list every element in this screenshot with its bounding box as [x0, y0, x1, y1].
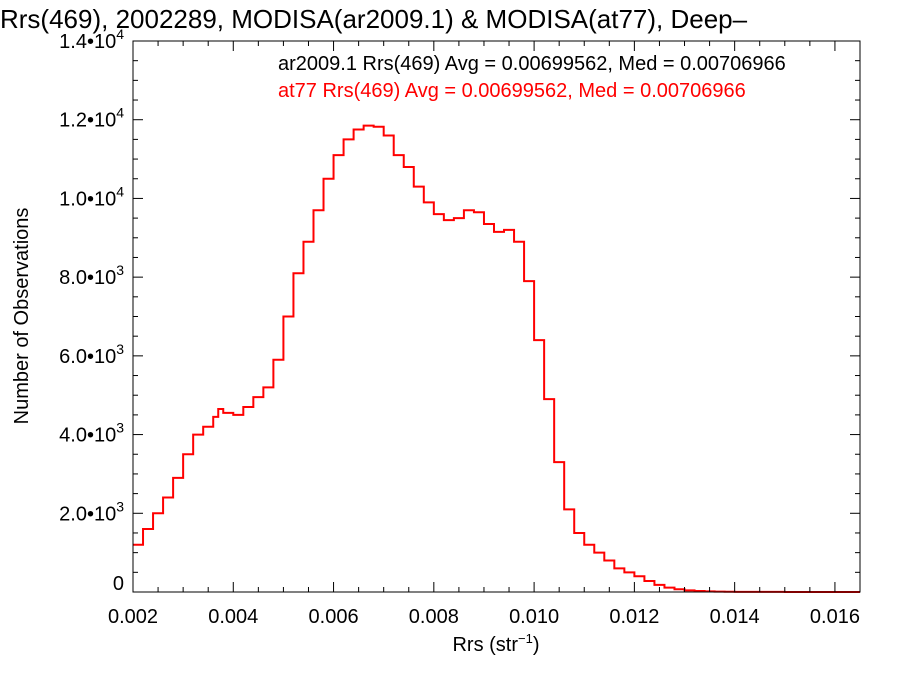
x-tick-label: 0.014 [710, 606, 760, 628]
series-line-at77 [133, 124, 860, 593]
y-tick-label: 2.0•103 [59, 498, 124, 525]
chart-title: Rrs(469), 2002289, MODISA(ar2009.1) & MO… [0, 4, 748, 34]
axis-ticks [132, 40, 860, 593]
plot-frame [132, 40, 861, 593]
x-tick-label: 0.004 [208, 606, 258, 628]
y-tick-label: 1.4•104 [59, 26, 124, 53]
y-tick-label: 6.0•103 [59, 341, 124, 368]
x-tick-label: 0.016 [810, 606, 860, 628]
x-tick-label: 0.008 [409, 606, 459, 628]
y-tick-label: 1.0•104 [59, 183, 124, 210]
annotation-at77: at77 Rrs(469) Avg = 0.00699562, Med = 0.… [278, 80, 746, 102]
tick-labels: 0.002 0.004 0.006 0.008 0.010 0.012 0.014 0.016… [59, 26, 860, 628]
x-tick-label: 0.012 [609, 606, 659, 628]
y-tick-label: 8.0•103 [59, 262, 124, 289]
annotation-ar2009: ar2009.1 Rrs(469) Avg = 0.00699562, Med … [278, 53, 786, 75]
y-axis-label: Number of Observations [11, 208, 33, 425]
x-tick-label: 0.010 [509, 606, 559, 628]
x-tick-label: 0.002 [108, 606, 158, 628]
y-tick-label: 0 [113, 573, 124, 595]
y-tick-label: 1.2•104 [59, 105, 124, 132]
plot-lines [133, 124, 860, 593]
y-tick-label: 4.0•103 [59, 420, 124, 447]
x-axis-label: Rrs (str−1) [452, 631, 539, 656]
x-tick-label: 0.006 [309, 606, 359, 628]
